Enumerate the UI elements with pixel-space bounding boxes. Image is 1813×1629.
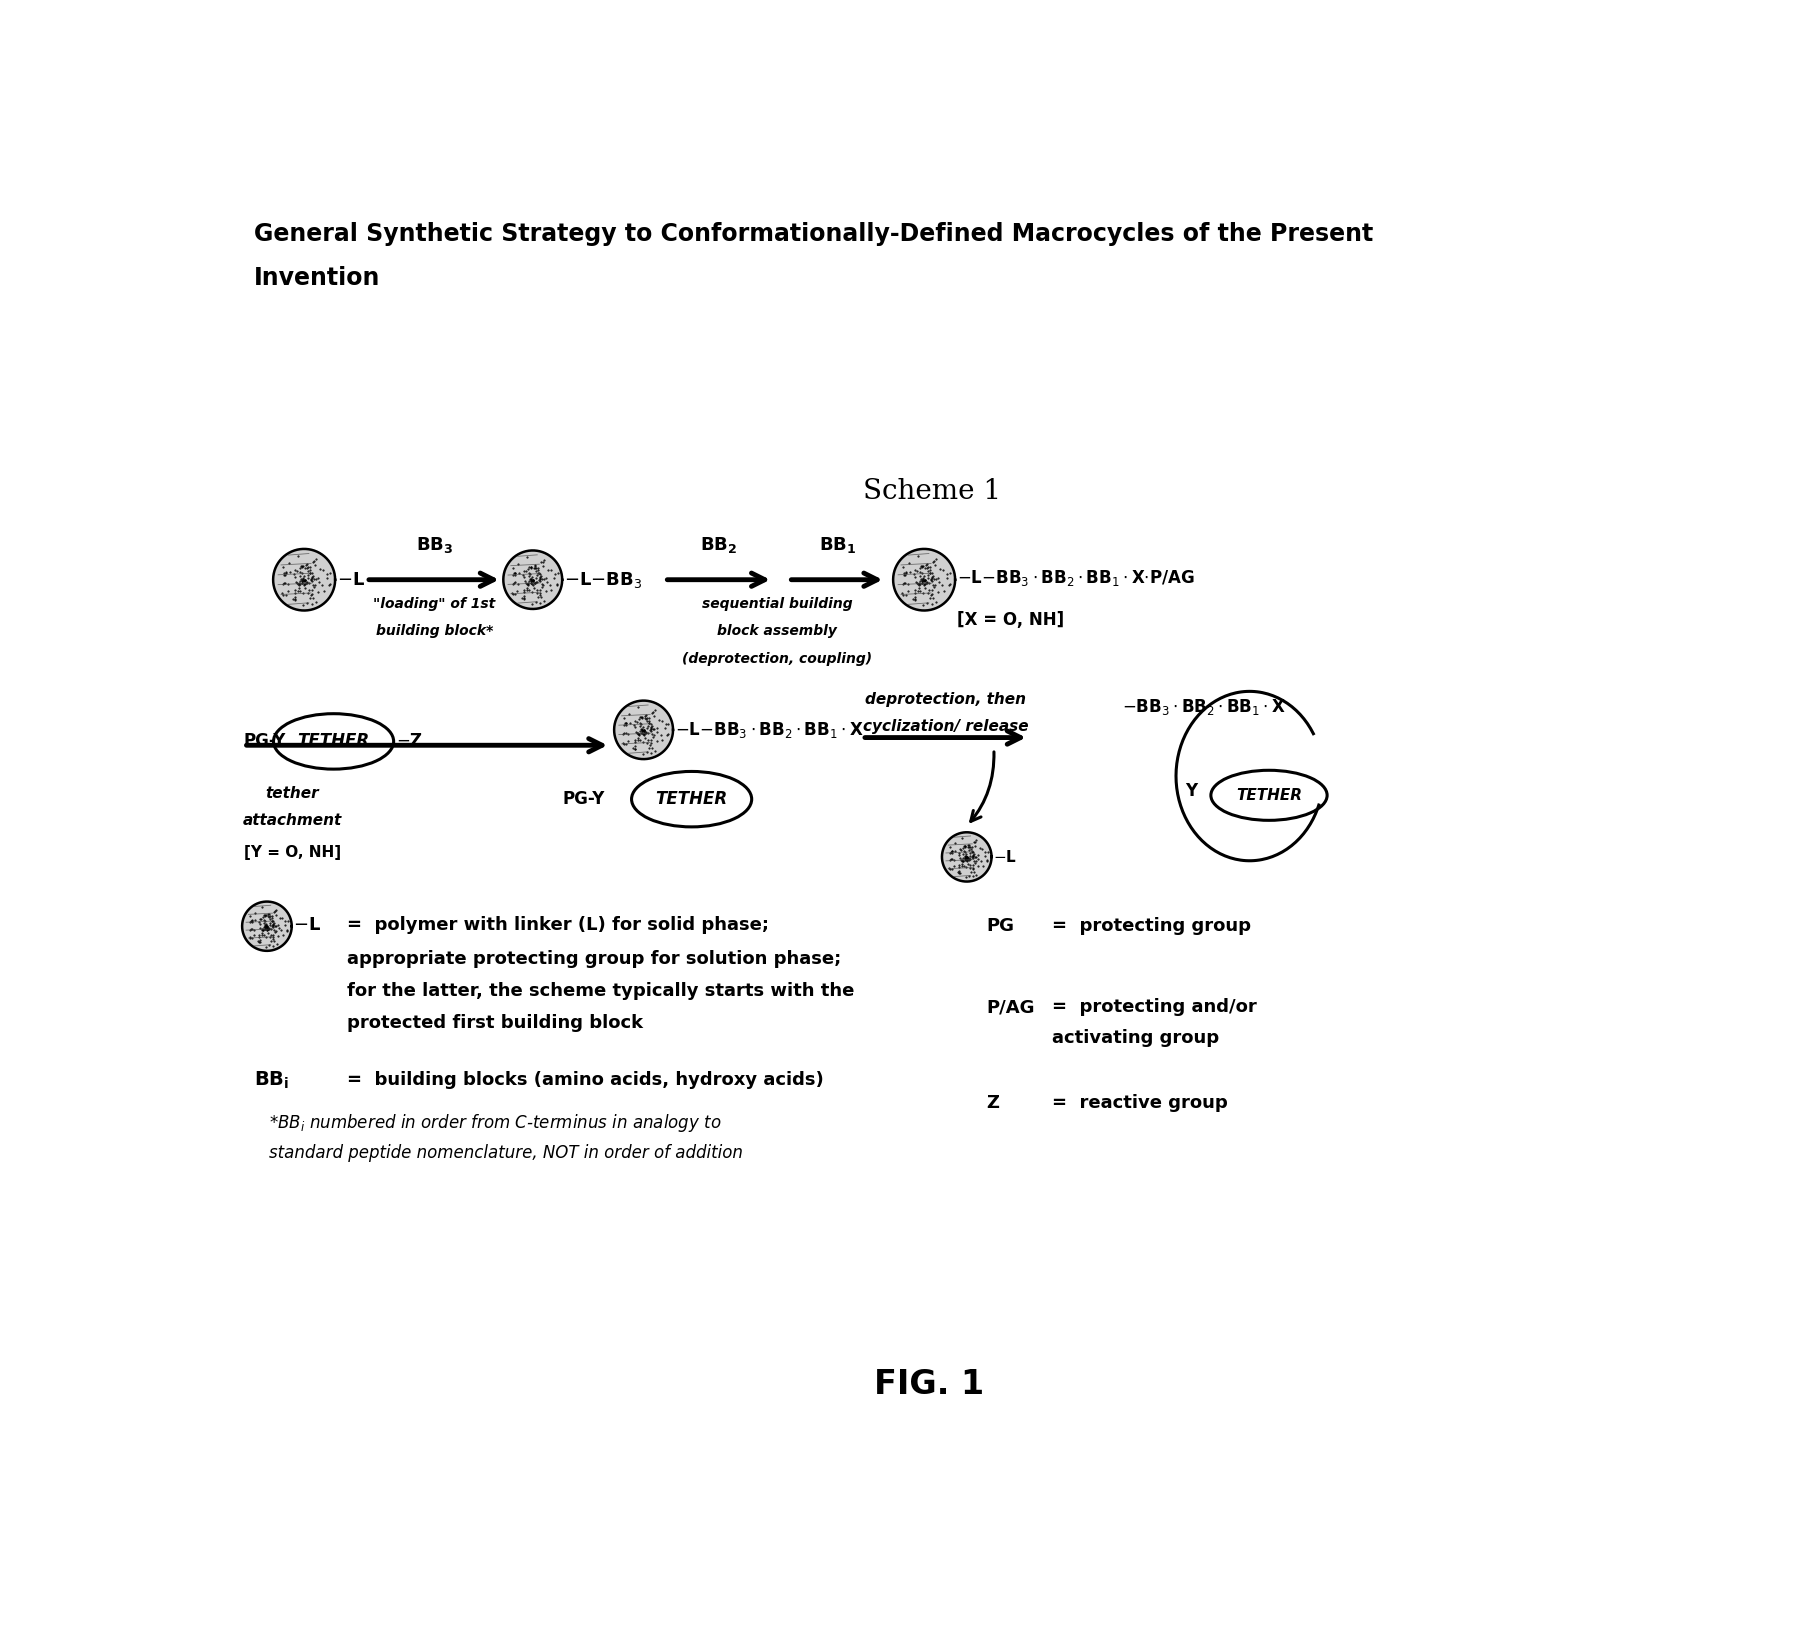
Text: [Y = O, NH]: [Y = O, NH]	[245, 845, 341, 860]
Text: cyclization/ release: cyclization/ release	[863, 718, 1028, 733]
Polygon shape	[274, 549, 335, 611]
Text: block assembly: block assembly	[716, 624, 838, 639]
Text: [X = O, NH]: [X = O, NH]	[957, 611, 1064, 629]
Text: Y: Y	[1186, 782, 1198, 800]
Text: standard peptide nomenclature, NOT in order of addition: standard peptide nomenclature, NOT in or…	[270, 1144, 743, 1163]
Text: $-$L$-$BB$_3\cdot$BB$_2\cdot$BB$_1\cdot$X: $-$L$-$BB$_3\cdot$BB$_2\cdot$BB$_1\cdot$…	[674, 720, 863, 740]
Text: Z: Z	[986, 1095, 999, 1113]
Text: PG-Y: PG-Y	[243, 733, 286, 751]
Polygon shape	[504, 551, 562, 609]
Text: *$BB_i$ numbered in order from C-terminus in analogy to: *$BB_i$ numbered in order from C-terminu…	[270, 1111, 722, 1134]
Text: "loading" of 1st: "loading" of 1st	[373, 596, 495, 611]
Text: =  polymer with linker (L) for solid phase;: = polymer with linker (L) for solid phas…	[346, 915, 769, 933]
Polygon shape	[943, 832, 992, 881]
Text: PG: PG	[986, 917, 1013, 935]
Text: Scheme 1: Scheme 1	[863, 477, 1001, 505]
Text: sequential building: sequential building	[702, 596, 852, 611]
Text: $\mathbf{BB_3}$: $\mathbf{BB_3}$	[415, 534, 453, 555]
Text: PG-Y: PG-Y	[562, 790, 606, 808]
Text: (deprotection, coupling): (deprotection, coupling)	[682, 652, 872, 666]
Text: attachment: attachment	[243, 813, 343, 828]
Text: building block*: building block*	[375, 624, 493, 639]
Text: Invention: Invention	[254, 266, 381, 290]
Text: $-$L$-$BB$_3$: $-$L$-$BB$_3$	[564, 570, 642, 590]
Text: $-$L: $-$L	[994, 849, 1017, 865]
Text: tether: tether	[267, 787, 319, 801]
Text: TETHER: TETHER	[1236, 788, 1302, 803]
Text: General Synthetic Strategy to Conformationally-Defined Macrocycles of the Presen: General Synthetic Strategy to Conformati…	[254, 222, 1372, 246]
Polygon shape	[894, 549, 955, 611]
Polygon shape	[615, 700, 673, 759]
Text: $-$L: $-$L	[337, 570, 364, 588]
Text: =  reactive group: = reactive group	[1052, 1095, 1227, 1113]
Text: activating group: activating group	[1052, 1030, 1218, 1047]
Text: $\mathbf{BB_1}$: $\mathbf{BB_1}$	[819, 534, 856, 555]
Text: $-$L$-$BB$_3\cdot$BB$_2\cdot$BB$_1\cdot$X$\cdot$P/AG: $-$L$-$BB$_3\cdot$BB$_2\cdot$BB$_1\cdot$…	[957, 569, 1195, 588]
Text: TETHER: TETHER	[656, 790, 727, 808]
Text: for the latter, the scheme typically starts with the: for the latter, the scheme typically sta…	[346, 982, 854, 1000]
Text: deprotection, then: deprotection, then	[865, 692, 1026, 707]
Text: $\mathbf{BB_2}$: $\mathbf{BB_2}$	[700, 534, 738, 555]
Text: $\mathbf{BB_i}$: $\mathbf{BB_i}$	[254, 1070, 288, 1091]
Text: $-$Z: $-$Z	[395, 733, 422, 751]
Text: TETHER: TETHER	[297, 733, 370, 751]
Text: P/AG: P/AG	[986, 999, 1035, 1016]
Text: =  building blocks (amino acids, hydroxy acids): = building blocks (amino acids, hydroxy …	[346, 1072, 823, 1090]
Text: appropriate protecting group for solution phase;: appropriate protecting group for solutio…	[346, 950, 841, 968]
Text: FIG. 1: FIG. 1	[874, 1368, 984, 1401]
Text: $-$BB$_3\cdot$BB$_2\cdot$BB$_1\cdot$X: $-$BB$_3\cdot$BB$_2\cdot$BB$_1\cdot$X	[1122, 697, 1285, 717]
Text: protected first building block: protected first building block	[346, 1015, 644, 1033]
Polygon shape	[243, 901, 292, 951]
Text: =  protecting and/or: = protecting and/or	[1052, 999, 1256, 1016]
Text: $-$L: $-$L	[294, 915, 321, 933]
Text: =  protecting group: = protecting group	[1052, 917, 1251, 935]
